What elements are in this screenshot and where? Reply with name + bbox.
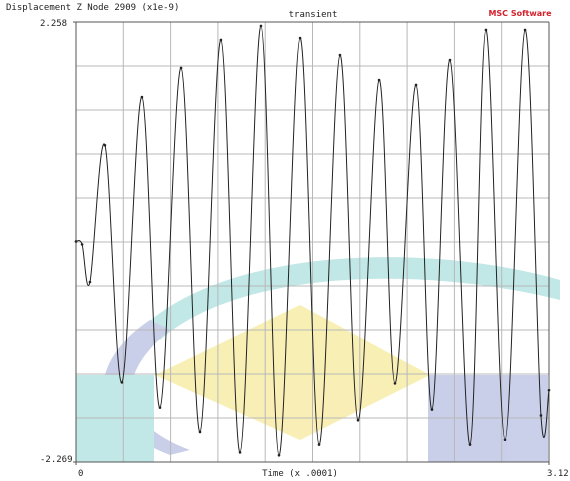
data-point: [414, 83, 418, 87]
data-point: [120, 381, 124, 384]
data-point: [539, 414, 543, 417]
data-point: [356, 419, 360, 422]
data-point: [277, 453, 281, 457]
x-tick-label: 3.12: [547, 469, 569, 479]
data-point: [377, 78, 381, 82]
data-point: [468, 443, 472, 446]
x-tick-label: 0: [78, 469, 83, 479]
logo: MSC Software: [488, 9, 552, 18]
data-point: [484, 28, 488, 32]
data-point: [88, 280, 92, 284]
data-point: [503, 438, 507, 442]
data-point: [238, 451, 242, 454]
data-point: [338, 53, 342, 57]
data-point: [523, 28, 527, 32]
data-point: [430, 408, 434, 411]
data-point: [140, 95, 144, 99]
data-point: [158, 406, 162, 409]
data-point: [80, 243, 84, 246]
data-point: [448, 58, 452, 62]
data-point: [103, 143, 107, 147]
y-axis-label: Displacement Z Node 2909 (x1e-9): [6, 3, 179, 13]
data-point: [219, 38, 223, 42]
data-point: [198, 430, 202, 434]
watermark: [76, 257, 560, 462]
data-point: [179, 66, 183, 70]
y-tick-label: -2.269: [40, 455, 73, 465]
data-point: [298, 36, 302, 40]
y-tick-label: 2.258: [40, 19, 67, 29]
chart-title: transient: [289, 10, 338, 20]
data-point: [74, 240, 78, 243]
data-point: [547, 388, 551, 392]
x-axis-label: Time (x .0001): [262, 469, 338, 479]
data-point: [259, 24, 263, 28]
data-point: [317, 443, 321, 446]
data-point: [393, 382, 397, 385]
